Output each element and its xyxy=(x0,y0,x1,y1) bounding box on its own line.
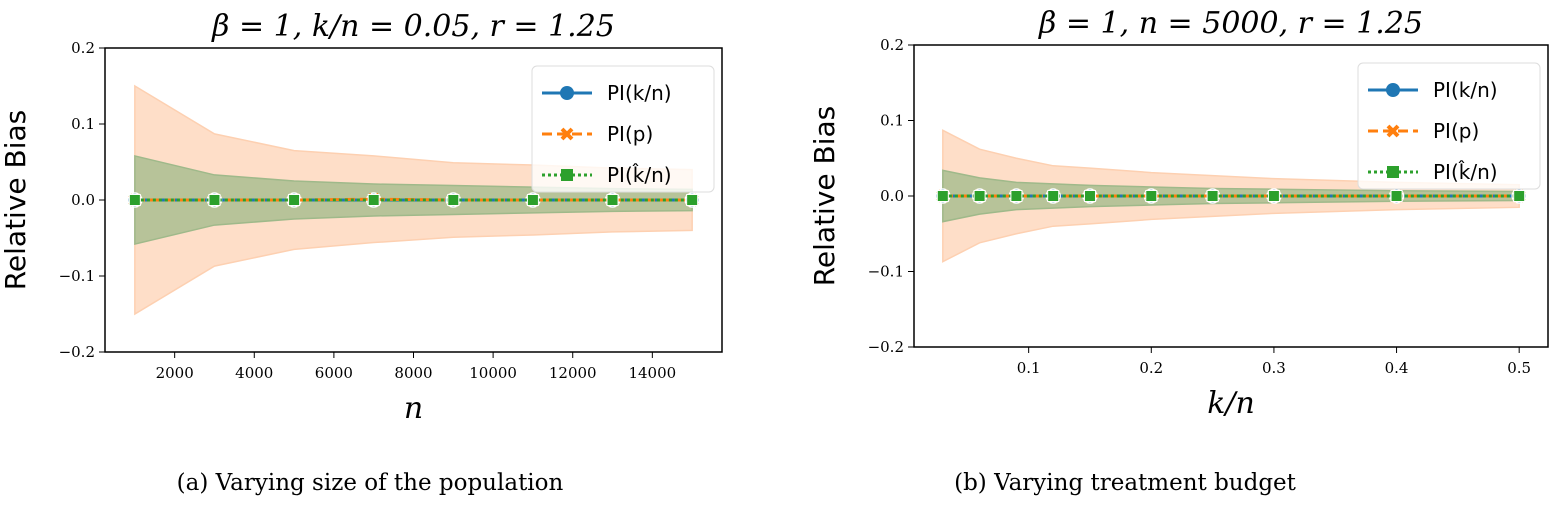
legend: PI(k/n) PI(p) PI(k̂/n) xyxy=(1357,62,1541,190)
x-tick-label: 4000 xyxy=(235,364,273,382)
x-tick-label: 14000 xyxy=(628,364,676,382)
x-tick-label: 0.2 xyxy=(1139,359,1163,377)
data-point xyxy=(208,194,221,206)
data-point xyxy=(1047,190,1060,202)
legend-marker-x xyxy=(1386,124,1400,138)
subfigure-caption: (a) Varying size of the population xyxy=(177,470,564,496)
y-tick-label: −0.2 xyxy=(868,338,904,356)
y-axis-label: Relative Bias xyxy=(0,110,32,291)
y-tick-label: −0.1 xyxy=(868,263,904,281)
x-tick-label: 6000 xyxy=(315,364,353,382)
data-point xyxy=(447,194,460,206)
x-tick-label: 10000 xyxy=(469,364,517,382)
chart-a: −0.2 −0.1 0.0 0.1 0.2 2000 4000 6000 8000 10000 12… xyxy=(0,9,723,496)
y-axis-label: Relative Bias xyxy=(808,106,841,287)
y-tick-label: 0.1 xyxy=(71,115,95,133)
legend-marker-x xyxy=(560,127,574,141)
data-point xyxy=(936,190,949,202)
legend-label: PI(p) xyxy=(1433,119,1479,143)
legend-marker-circle xyxy=(560,86,574,100)
data-point xyxy=(973,190,986,202)
data-point xyxy=(1083,190,1096,202)
chart-title: β = 1, n = 5000, r = 1.25 xyxy=(1038,6,1423,41)
data-point xyxy=(1145,190,1158,202)
legend-label: PI(k/n) xyxy=(1433,78,1498,102)
x-tick-label: 8000 xyxy=(394,364,432,382)
legend-label: PI(k̂/n) xyxy=(1433,160,1498,184)
data-point xyxy=(1206,190,1219,202)
data-point xyxy=(128,194,141,206)
x-tick-label: 12000 xyxy=(549,364,597,382)
y-tick-label: 0.1 xyxy=(880,112,904,130)
y-tick-label: −0.2 xyxy=(59,343,95,361)
y-tick-label: 0.2 xyxy=(71,39,95,57)
legend-marker-square xyxy=(1387,166,1399,178)
y-tick-label: 0.2 xyxy=(880,36,904,54)
y-tick-label: 0.0 xyxy=(71,191,95,209)
chart-b: −0.2 −0.1 0.0 0.1 0.2 0.1 0.2 0.3 0.4 0.5 β = 1, n… xyxy=(808,6,1549,496)
legend-marker-circle xyxy=(1386,83,1400,97)
legend-label: PI(k/n) xyxy=(607,81,672,105)
x-axis-label: n xyxy=(404,391,423,426)
data-point xyxy=(367,194,380,206)
chart-title: β = 1, k/n = 0.05, r = 1.25 xyxy=(211,9,615,44)
legend-label: PI(k̂/n) xyxy=(607,163,672,187)
legend-box xyxy=(531,65,715,193)
x-tick-label: 0.4 xyxy=(1385,359,1409,377)
data-point xyxy=(1010,190,1023,202)
legend: PI(k/n) PI(p) PI(k̂/n) xyxy=(531,65,715,193)
x-tick-label: 0.3 xyxy=(1262,359,1286,377)
legend-label: PI(p) xyxy=(607,122,653,146)
legend-box xyxy=(1357,62,1541,190)
legend-marker-square xyxy=(561,169,573,181)
data-point xyxy=(1390,190,1403,202)
data-point xyxy=(606,194,619,206)
data-point xyxy=(686,194,699,206)
x-tick-label: 2000 xyxy=(156,364,194,382)
data-point xyxy=(1513,190,1526,202)
data-point xyxy=(288,194,301,206)
subfigure-caption: (b) Varying treatment budget xyxy=(954,470,1297,496)
data-point xyxy=(526,194,539,206)
x-tick-label: 0.5 xyxy=(1507,359,1531,377)
y-tick-label: 0.0 xyxy=(880,187,904,205)
x-tick-label: 0.1 xyxy=(1017,359,1041,377)
x-axis-label: k/n xyxy=(1207,386,1255,421)
y-tick-label: −0.1 xyxy=(59,267,95,285)
data-point xyxy=(1267,190,1280,202)
